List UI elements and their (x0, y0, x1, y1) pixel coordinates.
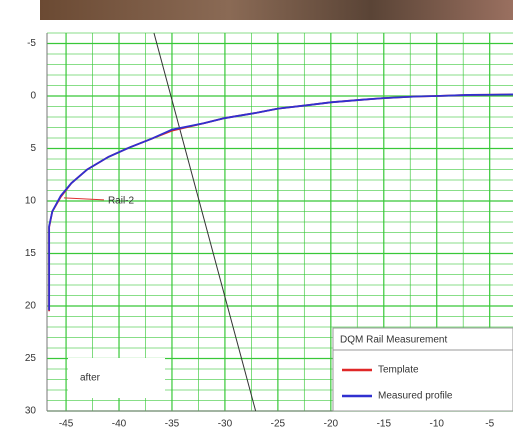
x-tick-label: -35 (165, 419, 180, 430)
legend-label: Measured profile (378, 391, 453, 402)
x-tick-label: -25 (271, 419, 286, 430)
y-tick-label: 15 (25, 248, 37, 259)
y-tick-label: 25 (25, 353, 37, 364)
legend-title: DQM Rail Measurement (340, 335, 447, 346)
page: -5 0 5 10 15 20 25 30 -45 -40 -35 -30 -25 -20 -15 -10 -5… (0, 0, 513, 444)
y-tick-label: 30 (25, 406, 37, 417)
annotation-text: Rail-2 (108, 195, 135, 206)
x-tick-label: -5 (485, 419, 494, 430)
legend-label: Template (378, 365, 419, 376)
y-tick-label: -5 (27, 38, 36, 49)
x-tick-label: -45 (59, 419, 74, 430)
x-tick-label: -20 (324, 419, 339, 430)
note-text: after (80, 373, 101, 384)
x-tick-label: -40 (112, 419, 127, 430)
y-tick-label: 10 (25, 196, 37, 207)
x-tick-label: -30 (218, 419, 233, 430)
photo-strip (40, 0, 513, 20)
y-tick-label: 20 (25, 301, 37, 312)
y-tick-label: 5 (30, 143, 36, 154)
chart: -5 0 5 10 15 20 25 30 -45 -40 -35 -30 -25 -20 -15 -10 -5… (0, 0, 513, 444)
y-tick-label: 0 (30, 91, 36, 102)
x-tick-label: -15 (377, 419, 392, 430)
x-tick-label: -10 (430, 419, 445, 430)
